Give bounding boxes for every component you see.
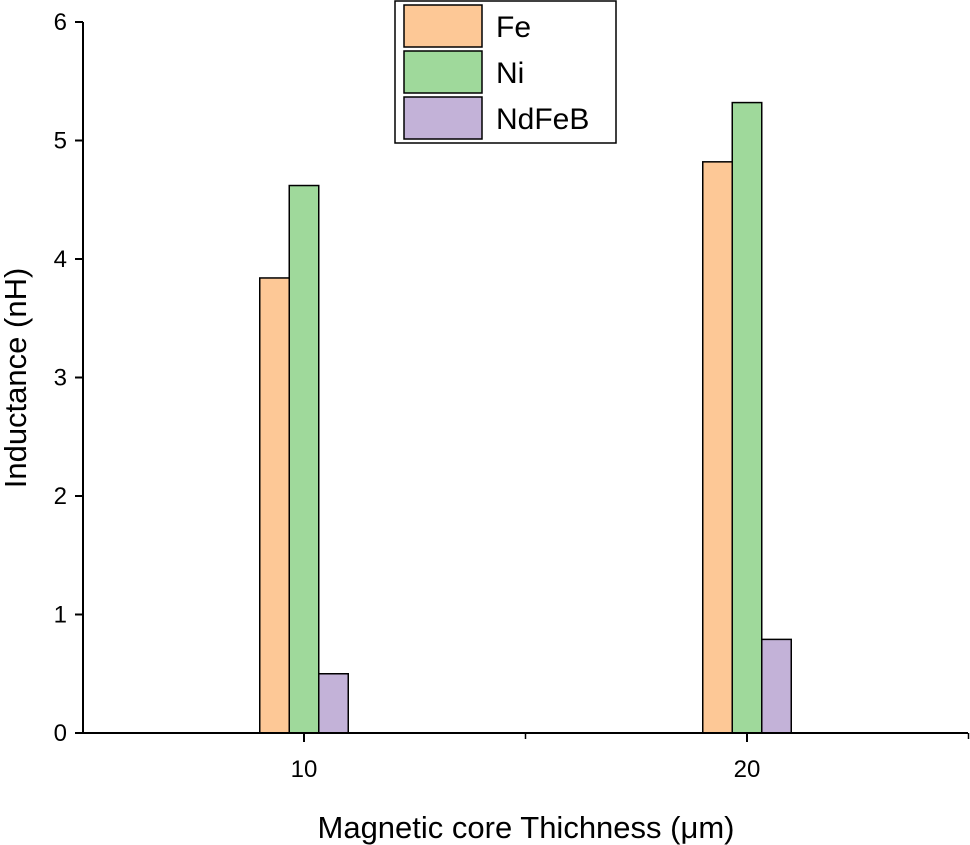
legend-swatch-ndfeb [403,96,483,140]
x-tick-label: 10 [291,756,318,783]
bar-ndfeb-20 [761,638,792,734]
y-axis-ticks: 0 1 2 3 4 5 6 [54,9,83,747]
x-axis-title: Magnetic core Thichness (μm) [318,810,735,845]
legend-swatch-fe [403,4,483,48]
y-tick-label: 0 [54,720,67,747]
legend-label-ndfeb: NdFeB [496,103,589,136]
bar-ni-20 [731,101,763,734]
y-tick-label: 5 [54,128,67,155]
x-tick-label: 20 [734,756,761,783]
bar-fe-20 [702,161,733,734]
bars [259,101,792,734]
y-axis-title: Inductance (nH) [0,268,33,489]
legend-label-ni: Ni [496,57,524,90]
legend: Fe Ni NdFeB [394,0,617,144]
y-tick-label: 3 [54,365,67,392]
axes [82,22,968,734]
bar-fe-10 [259,277,290,734]
y-tick-label: 6 [54,9,67,36]
y-tick-label: 1 [54,602,67,629]
legend-label-fe: Fe [496,11,531,44]
x-axis-ticks: 10 20 [291,733,970,783]
bar-ni-10 [288,184,320,734]
y-tick-label: 2 [54,483,67,510]
y-tick-label: 4 [54,246,67,273]
bar-ndfeb-10 [318,673,349,734]
legend-swatch-ni [403,50,483,94]
